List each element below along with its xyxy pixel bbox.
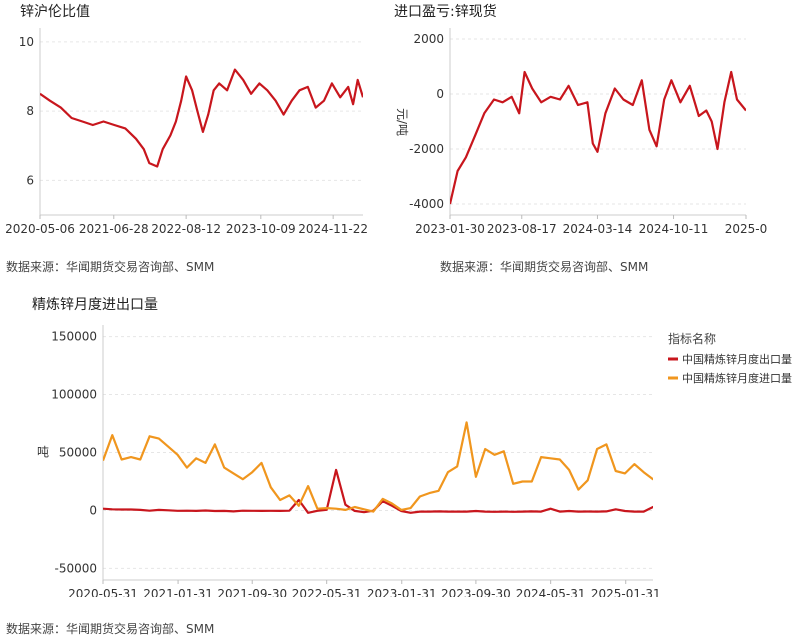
y-tick-label: 100000 (51, 388, 97, 402)
x-tick-label: 2023-08-17 (487, 222, 557, 236)
legend-item-0: 中国精炼锌月度出口量 (682, 352, 792, 366)
series-line-1 (103, 421, 653, 513)
chart-refined-zinc-import-export: 精炼锌月度进出口量 -50000 0 50000 100000 150000 2020-05… (32, 297, 792, 597)
chart-zinc-shanghai-london-ratio: 锌沪伦比值 6 8 10 2020-05-06 2021-06-28 2022-08-12 2… (5, 4, 368, 236)
x-tick-label: 2023-01-31 (367, 587, 437, 597)
chart-zinc-import-profit: 进口盈亏:锌现货 -4000 -2000 0 2000 2023-01-30 2023-08… (394, 3, 768, 236)
chart-title: 进口盈亏:锌现货 (394, 3, 497, 20)
chart-title: 锌沪伦比值 (20, 4, 90, 20)
x-tick-label: 2025-01-31 (591, 587, 661, 597)
x-tick-label: 2020-05-31 (68, 587, 138, 597)
y-axis-label: 元/吨 (395, 108, 409, 136)
x-tick-label: 2021-01-31 (143, 587, 213, 597)
x-tick-label: 2020-05-06 (5, 222, 75, 236)
y-axis-label: 吨 (37, 445, 49, 459)
x-tick-label: 2022-05-31 (292, 587, 362, 597)
y-tick-label: 0 (436, 87, 444, 101)
y-tick-label: 2000 (413, 32, 444, 46)
x-tick-label: 2024-03-14 (563, 222, 633, 236)
y-tick-label: -4000 (409, 197, 444, 211)
y-tick-label: -2000 (409, 142, 444, 156)
data-source-1: 数据来源：华闻期货交易咨询部、SMM (6, 260, 215, 274)
chart-title: 精炼锌月度进出口量 (32, 297, 158, 313)
x-tick-label: 2022-08-12 (151, 222, 221, 236)
y-tick-label: 50000 (59, 446, 97, 460)
legend-title: 指标名称 (668, 331, 716, 346)
x-tick-label: 2023-09-30 (441, 587, 511, 597)
series-line-0 (450, 70, 746, 205)
legend-item-1: 中国精炼锌月度进口量 (682, 371, 792, 385)
x-tick-label: 2023-10-09 (226, 222, 296, 236)
x-tick-label: 2023-01-30 (415, 222, 485, 236)
y-tick-label: 8 (26, 104, 34, 118)
x-tick-label: 2024-11-22 (298, 222, 368, 236)
x-tick-label: 2021-09-30 (217, 587, 287, 597)
y-tick-label: 150000 (51, 330, 97, 344)
x-tick-label: 2025-0 (725, 222, 768, 236)
x-tick-label: 2024-05-31 (516, 587, 586, 597)
y-tick-label: -50000 (54, 561, 97, 575)
x-tick-label: 2021-06-28 (79, 222, 149, 236)
series-line-0 (40, 68, 363, 168)
y-tick-label: 6 (26, 173, 34, 187)
data-source-3: 数据来源：华闻期货交易咨询部、SMM (6, 622, 215, 636)
y-tick-label: 0 (89, 503, 97, 517)
y-tick-label: 10 (19, 35, 34, 49)
data-source-2: 数据来源：华闻期货交易咨询部、SMM (440, 260, 649, 274)
series-line-0 (103, 468, 653, 514)
x-tick-label: 2024-10-11 (639, 222, 709, 236)
